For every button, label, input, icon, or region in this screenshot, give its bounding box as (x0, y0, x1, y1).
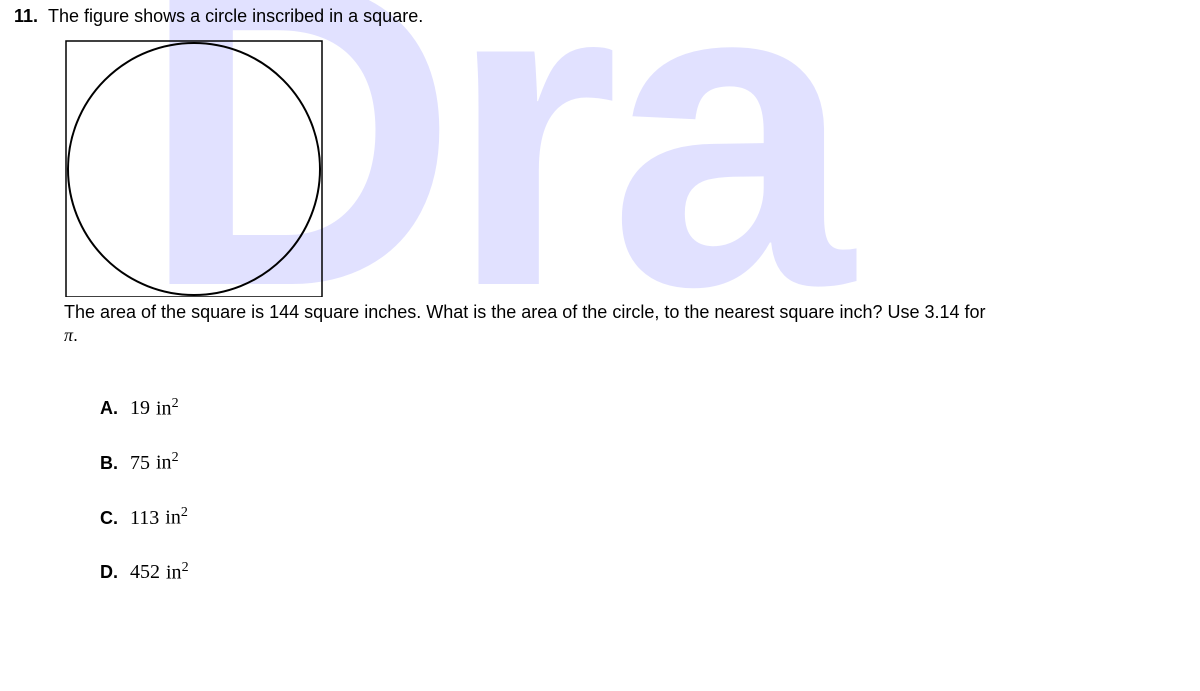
option-d[interactable]: D. 452 in2 (100, 560, 1200, 585)
inscribed-circle-figure (64, 39, 324, 297)
option-letter: A. (100, 398, 130, 419)
option-letter: D. (100, 562, 130, 583)
question-prompt: The figure shows a circle inscribed in a… (48, 6, 423, 27)
trailing-period: . (73, 325, 78, 345)
options-list: A. 19 in2 B. 75 in2 C. 113 in2 D. 452 in… (100, 396, 1200, 585)
question-followup: The area of the square is 144 square inc… (64, 302, 986, 322)
question-header: 11. The figure shows a circle inscribed … (0, 0, 1200, 27)
option-unit: in2 (166, 560, 189, 585)
figure-container (64, 39, 1200, 297)
option-unit: in2 (156, 450, 179, 475)
option-unit: in2 (165, 505, 188, 530)
option-c[interactable]: C. 113 in2 (100, 505, 1200, 530)
option-a[interactable]: A. 19 in2 (100, 396, 1200, 421)
option-value: 113 (130, 507, 159, 530)
question-followup-row: The area of the square is 144 square inc… (0, 297, 1200, 348)
question-number: 11. (14, 6, 38, 27)
option-value: 75 (130, 452, 150, 475)
option-unit: in2 (156, 396, 179, 421)
option-value: 452 (130, 561, 160, 584)
option-letter: C. (100, 508, 130, 529)
option-value: 19 (130, 397, 150, 420)
option-b[interactable]: B. 75 in2 (100, 450, 1200, 475)
figure-circle (68, 43, 320, 295)
option-letter: B. (100, 453, 130, 474)
pi-symbol: π (64, 325, 73, 345)
question-block: 11. The figure shows a circle inscribed … (0, 0, 1200, 584)
